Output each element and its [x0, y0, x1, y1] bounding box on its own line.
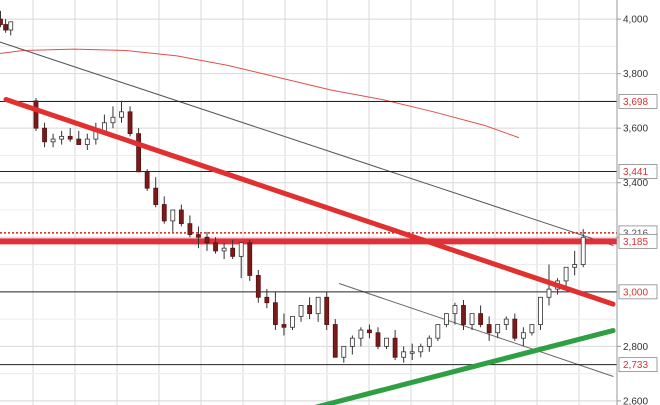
candle-down: [230, 247, 236, 257]
candle-up: [170, 209, 176, 222]
trendline-uptrend: [314, 328, 616, 405]
candle-up: [341, 345, 347, 358]
level-label-3216: 3,216: [623, 228, 648, 239]
candle-up: [84, 138, 90, 145]
candle-up: [580, 236, 586, 265]
candle-up: [50, 138, 56, 143]
candles: [0, 10, 586, 363]
candle-down: [255, 275, 261, 298]
candle-down: [486, 324, 492, 334]
candle-down: [213, 242, 218, 252]
candle-down: [67, 135, 73, 140]
candle-down: [272, 302, 278, 325]
candle-down: [264, 296, 270, 304]
candle-up: [110, 116, 116, 124]
candle-up: [452, 305, 458, 315]
candle-up: [119, 111, 124, 118]
level-label-box: [618, 233, 658, 249]
trendline-downtrend: [3, 97, 616, 307]
candle-up: [503, 318, 509, 325]
candle-down: [3, 24, 8, 31]
candle-up: [443, 313, 449, 325]
candle-down: [153, 187, 159, 205]
candle-up: [238, 242, 244, 257]
candle-down: [307, 305, 313, 315]
axis-tick-label: 2,600: [623, 396, 648, 405]
candle-down: [42, 127, 47, 143]
candle-up: [435, 324, 441, 339]
price-axis: 4,0003,8003,6003,4003,2002,8002,6003,698…: [617, 15, 658, 405]
candle-up: [426, 337, 432, 347]
trendline-short-gray: [338, 283, 614, 377]
candle-down: [136, 133, 142, 173]
axis-tick-label: 2,800: [623, 342, 648, 353]
candle-up: [221, 247, 227, 252]
candle-up: [563, 266, 569, 282]
candle-down: [33, 100, 39, 129]
candle-up: [572, 264, 578, 268]
level-label-box: [618, 164, 658, 179]
candle-down: [392, 337, 398, 358]
candle-down: [324, 296, 330, 325]
trendline-front-layer: [3, 97, 616, 405]
candle-up: [290, 315, 295, 328]
candle-down: [332, 324, 338, 358]
candle-up: [546, 288, 552, 298]
candle-down: [512, 318, 518, 339]
candle-up: [469, 313, 475, 325]
candle-up: [384, 337, 389, 347]
grid: [0, 0, 617, 405]
candle-down: [127, 111, 133, 135]
candle-up: [529, 324, 535, 334]
level-label-3185: 3,185: [623, 237, 648, 248]
level-label-box: [618, 357, 658, 373]
candle-down: [375, 332, 381, 347]
candle-down: [178, 209, 184, 225]
level-label-3000: 3,000: [623, 287, 648, 298]
candle-down: [247, 242, 253, 276]
candle-down: [281, 324, 287, 328]
candle-down: [161, 204, 167, 222]
moving-average-line: [0, 48, 520, 139]
candle-up: [495, 324, 501, 334]
candle-up: [298, 305, 304, 317]
candle-up: [409, 351, 415, 354]
axis-tick-label: 4,000: [623, 15, 648, 26]
axis-tick-label: 3,800: [623, 69, 648, 80]
candle-up: [538, 296, 543, 325]
axis-tick-label: 3,600: [623, 124, 648, 135]
candle-down: [204, 236, 210, 244]
level-label-3698: 3,698: [623, 97, 648, 108]
candle-down: [196, 234, 201, 238]
candle-up: [349, 337, 355, 347]
level-lines: [0, 100, 617, 366]
level-label-box: [618, 284, 658, 300]
candle-up: [315, 296, 321, 315]
candle-down: [144, 171, 150, 189]
trendline-long-gray: [0, 41, 614, 246]
candle-up: [401, 351, 407, 358]
axis-tick-label: 3,400: [623, 178, 648, 189]
candle-down: [461, 305, 466, 325]
candle-down: [187, 223, 193, 235]
candle-down: [0, 18, 3, 25]
candle-down: [478, 313, 484, 325]
level-label-2733: 2,733: [623, 360, 648, 371]
trendline-layer: [0, 41, 614, 377]
candle-up: [358, 329, 364, 339]
level-label-3441: 3,441: [623, 167, 648, 178]
moving-average-layer: [0, 48, 520, 139]
candle-down: [76, 138, 82, 145]
level-label-box: [618, 94, 658, 109]
candle-down: [367, 329, 372, 334]
candle-up: [418, 345, 424, 353]
candle-up: [520, 332, 526, 339]
candle-up: [8, 21, 14, 31]
candle-up: [59, 135, 65, 140]
